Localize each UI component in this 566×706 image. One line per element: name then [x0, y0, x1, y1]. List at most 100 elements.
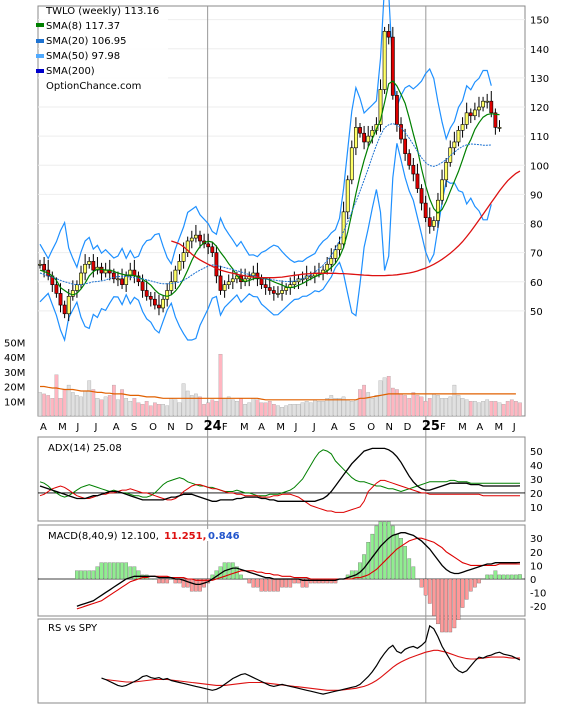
macd-histogram-bar — [284, 578, 289, 588]
volume-bar — [259, 402, 264, 417]
volume-bar — [489, 401, 494, 417]
candle-body — [292, 281, 297, 285]
volume-bar — [239, 398, 243, 417]
price-tick-label: 90 — [530, 190, 543, 201]
macd-histogram-bar — [263, 578, 268, 592]
candle-body — [358, 127, 362, 134]
volume-bar — [284, 405, 289, 417]
macd-histogram-bar — [349, 570, 354, 580]
macd-histogram-bar — [255, 578, 260, 588]
volume-bar — [444, 398, 449, 417]
volume-bar — [493, 401, 498, 417]
x-tick-label: S — [349, 422, 355, 433]
macd-histogram-bar — [468, 578, 473, 592]
macd-histogram-bar — [440, 578, 444, 633]
macd-histogram-bar — [304, 578, 309, 588]
candle-body — [427, 217, 432, 227]
volume-bar — [202, 404, 206, 417]
legend-swatch-sma200 — [36, 69, 44, 73]
legend-label-sma20: SMA(20) 106.95 — [46, 36, 127, 47]
candle-body — [87, 261, 92, 265]
volume-bar — [222, 398, 227, 417]
volume-bar — [300, 402, 305, 417]
volume-bar — [42, 393, 46, 417]
volume-average-line — [40, 385, 516, 401]
candle-body — [456, 130, 461, 143]
macd-histogram-bar — [132, 566, 137, 580]
volume-bar — [148, 405, 153, 417]
candle-body — [210, 246, 215, 253]
macd-histogram-bar — [239, 574, 243, 580]
candle-body — [124, 275, 129, 285]
legend-sma200: SMA(200) — [36, 66, 95, 77]
volume-bar — [181, 383, 186, 417]
legend-sma50: SMA(50) 97.98 — [36, 51, 120, 62]
volume-bar — [198, 396, 202, 417]
volume-bar — [473, 401, 477, 417]
volume-bar — [267, 401, 272, 417]
macd-histogram-bar — [399, 538, 403, 580]
macd-histogram-bar — [300, 578, 305, 588]
volume-bar — [329, 395, 334, 417]
candle-body — [276, 293, 280, 295]
candle-body — [386, 30, 391, 38]
macd-histogram-bar — [128, 566, 133, 580]
macd-tick-label: -20 — [530, 602, 546, 613]
di-minus-line — [39, 479, 520, 513]
volume-bar — [153, 402, 157, 417]
candle-body — [177, 261, 182, 271]
legend-label-sma50: SMA(50) 97.98 — [46, 51, 120, 62]
volume-bar — [427, 398, 432, 417]
legend-label-sma8: SMA(8) 117.37 — [46, 21, 120, 32]
macd-histogram-bar — [161, 578, 165, 584]
macd-histogram-bar — [321, 578, 325, 584]
macd-histogram-bar — [431, 578, 436, 616]
price-series — [38, 0, 521, 343]
candle-body — [497, 127, 502, 129]
candle-body — [431, 220, 436, 227]
volume-bar — [91, 389, 96, 417]
volume-bar — [333, 398, 338, 417]
x-tick-label: A — [258, 422, 265, 433]
volume-bar — [247, 402, 252, 417]
candle-body — [120, 278, 124, 285]
macd-histogram-bar — [407, 558, 412, 580]
candle-body — [267, 287, 272, 291]
candle-body — [415, 173, 420, 189]
volume-bar — [226, 396, 231, 417]
sma8-line — [39, 80, 500, 297]
macd-histogram-bar — [317, 578, 321, 584]
macd-histogram-bar — [403, 546, 407, 580]
candle-body — [259, 278, 264, 285]
candle-body — [128, 269, 133, 277]
legend-swatch-sma50 — [36, 54, 44, 58]
rs-series — [101, 624, 521, 695]
macd-histogram-bar — [181, 578, 186, 588]
volume-bar — [399, 393, 403, 417]
volume-bar — [509, 399, 514, 417]
candle-body — [157, 304, 161, 309]
candle-body — [148, 296, 153, 300]
macd-histogram-bar — [87, 570, 92, 580]
volume-bar — [436, 395, 440, 417]
candle-body — [226, 281, 231, 285]
macd-histogram-bar — [489, 574, 494, 580]
x-tick-label: M — [240, 422, 249, 433]
price-tick-label: 130 — [530, 74, 549, 85]
volume-bar — [468, 401, 473, 417]
candle-body — [206, 243, 211, 248]
macd-histogram-bar — [464, 578, 469, 600]
macd-histogram-bar — [505, 574, 510, 580]
candle-body — [161, 298, 165, 309]
volume-bar — [214, 401, 219, 417]
volume-bar — [255, 399, 260, 417]
x-tick-label: A — [331, 422, 338, 433]
volume-bar — [165, 405, 170, 417]
volume-bar — [370, 398, 375, 417]
volume-bar — [103, 396, 108, 417]
volume-bar — [366, 392, 371, 417]
volume-bar — [337, 398, 342, 417]
candle-body — [189, 237, 194, 242]
legend-swatch-sma8 — [36, 23, 44, 27]
candle-body — [399, 124, 403, 140]
